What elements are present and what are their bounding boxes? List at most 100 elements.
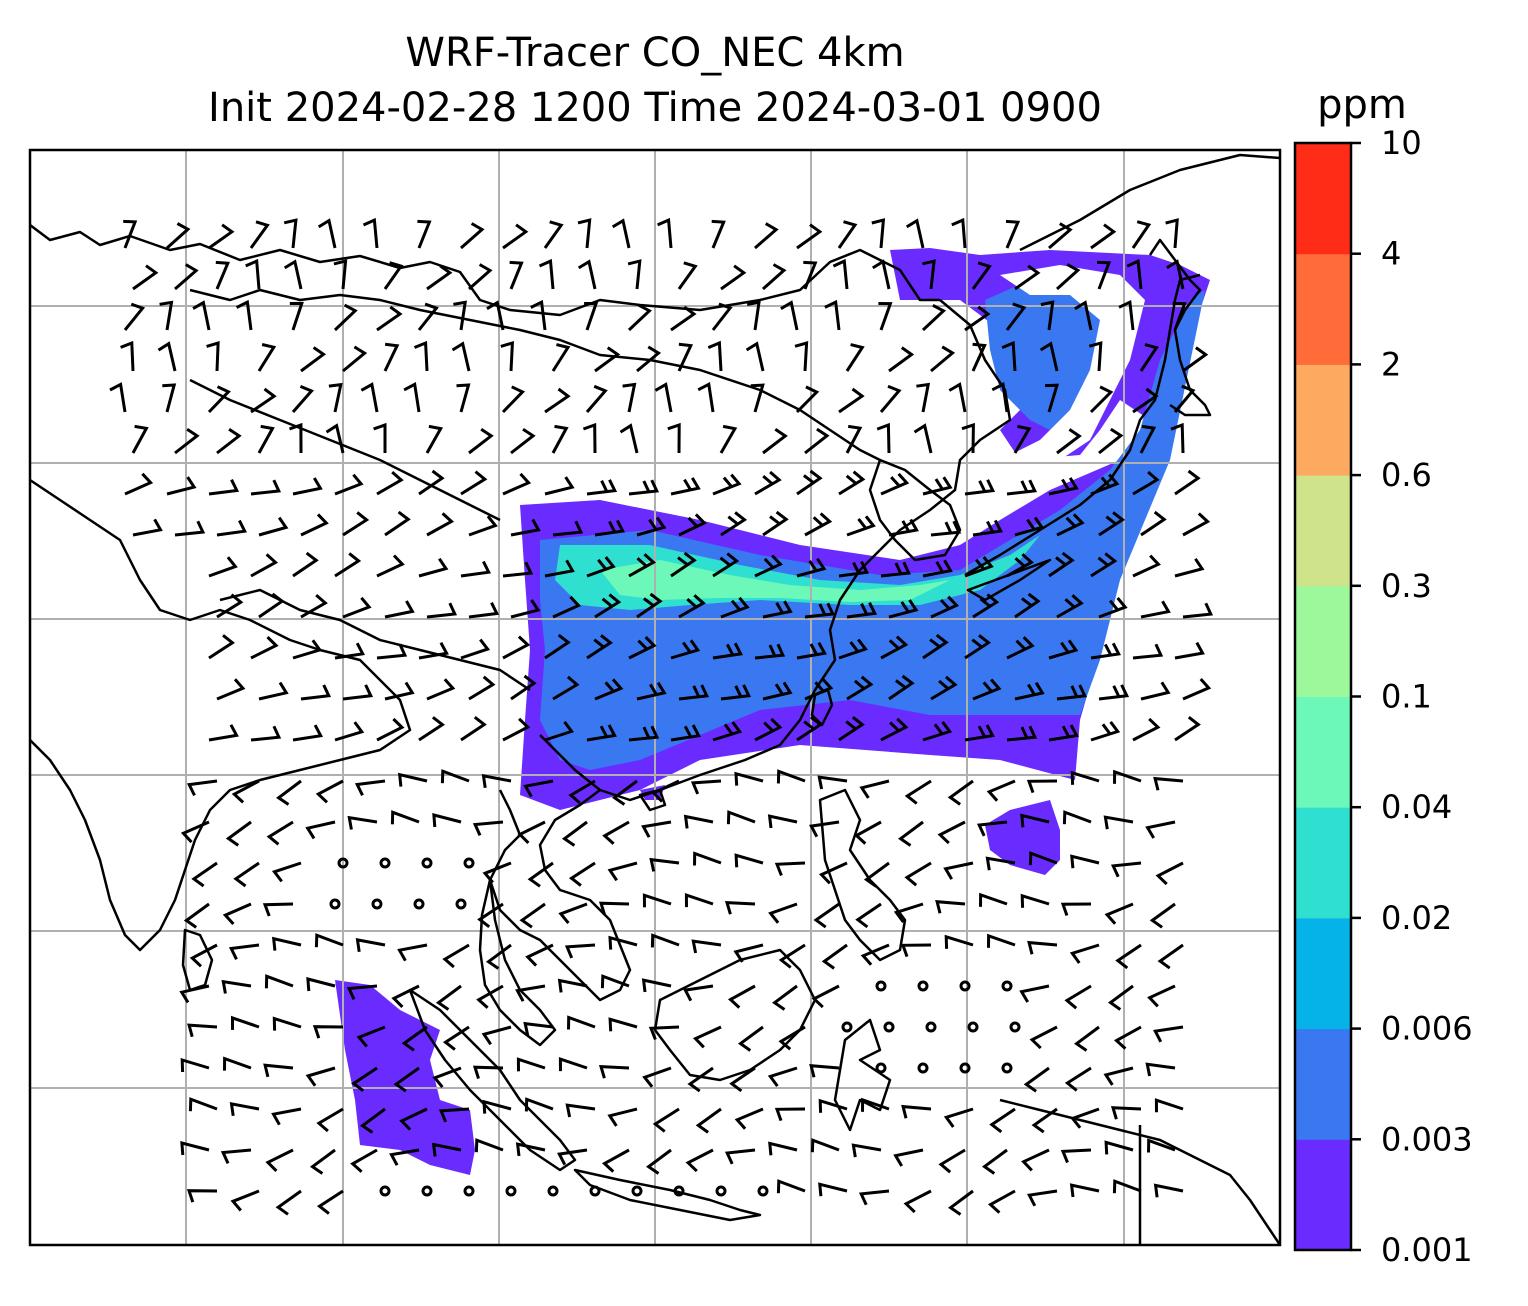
wind-barb bbox=[804, 512, 833, 537]
wind-barb bbox=[1173, 384, 1196, 413]
wind-barb bbox=[860, 943, 890, 966]
colorbar-segment bbox=[1295, 1139, 1351, 1251]
wind-barb bbox=[678, 684, 710, 701]
wind-barb bbox=[1140, 510, 1167, 537]
calm-wind-marker bbox=[1001, 980, 1013, 992]
wind-barb bbox=[360, 382, 379, 413]
colorbar-unit-label: ppm bbox=[1317, 82, 1407, 128]
wind-barb bbox=[516, 1057, 546, 1072]
calm-wind-marker bbox=[757, 1185, 769, 1197]
wind-barb bbox=[601, 1148, 630, 1173]
wind-barb bbox=[943, 861, 974, 880]
wind-barb bbox=[216, 519, 247, 537]
wind-barb bbox=[586, 634, 613, 660]
wind-barb bbox=[264, 974, 294, 989]
wind-barb bbox=[1098, 511, 1126, 537]
coastline-new-guinea bbox=[999, 1098, 1280, 1245]
wind-barb bbox=[611, 218, 631, 249]
wind-barb bbox=[502, 223, 529, 250]
colorbar-segment bbox=[1295, 364, 1351, 476]
wind-barb bbox=[1014, 592, 1041, 619]
wind-barb bbox=[552, 520, 584, 537]
wind-barb bbox=[228, 943, 260, 960]
wind-barb bbox=[460, 470, 488, 496]
wind-barb bbox=[628, 479, 660, 496]
wind-barb bbox=[1056, 684, 1088, 701]
wind-barb bbox=[1090, 473, 1120, 496]
wind-barb bbox=[1182, 602, 1214, 619]
wind-barb bbox=[838, 560, 870, 578]
wind-barb bbox=[1006, 479, 1038, 496]
wind-barb bbox=[762, 600, 793, 619]
wind-barb bbox=[257, 343, 277, 372]
wind-barb bbox=[384, 600, 415, 619]
wind-barb bbox=[657, 217, 673, 249]
plume-clear-swirl bbox=[1000, 265, 1145, 470]
wind-barb bbox=[1045, 383, 1060, 413]
wind-barb bbox=[1104, 902, 1134, 925]
wind-barb bbox=[648, 1025, 680, 1041]
wind-barb bbox=[1060, 1148, 1092, 1164]
wind-barb bbox=[186, 779, 218, 797]
wind-barb bbox=[257, 424, 275, 454]
wind-barb bbox=[880, 472, 910, 496]
wind-barb bbox=[124, 472, 154, 496]
wind-barb bbox=[120, 340, 135, 372]
wind-barb bbox=[670, 551, 697, 578]
wind-barb bbox=[292, 639, 323, 660]
wind-barb bbox=[888, 599, 919, 619]
wind-barb bbox=[315, 779, 344, 804]
wind-barb bbox=[551, 343, 571, 372]
wind-barb bbox=[837, 220, 858, 249]
wind-barb bbox=[778, 1025, 806, 1051]
wind-barb bbox=[888, 346, 915, 373]
wind-barb bbox=[1110, 1106, 1142, 1120]
wind-barb bbox=[979, 892, 1008, 907]
wind-barb bbox=[838, 638, 868, 660]
wind-barb bbox=[317, 218, 337, 249]
wind-barb bbox=[642, 893, 672, 908]
wind-barb bbox=[417, 302, 439, 331]
wind-barb bbox=[165, 222, 191, 250]
coastline-okhotsk bbox=[879, 299, 1012, 551]
wind-barb bbox=[426, 264, 453, 291]
wind-barb bbox=[250, 553, 279, 578]
wind-barb bbox=[986, 779, 1016, 802]
colorbar-tick-label: 0.001 bbox=[1381, 1231, 1473, 1269]
wind-barb bbox=[1149, 902, 1176, 929]
wind-barb bbox=[804, 427, 830, 455]
wind-barb bbox=[334, 642, 365, 660]
wind-barb bbox=[1139, 424, 1157, 454]
wind-barb bbox=[832, 258, 849, 290]
wind-barb bbox=[1014, 516, 1045, 537]
wind-barb bbox=[482, 1099, 512, 1114]
wind-barb bbox=[1062, 810, 1092, 825]
calm-wind-marker bbox=[917, 980, 929, 992]
wind-barb bbox=[230, 1189, 260, 1212]
wind-barb bbox=[552, 595, 582, 619]
wind-barb bbox=[991, 382, 1009, 413]
calm-wind-marker bbox=[841, 1021, 853, 1033]
wind-barb bbox=[316, 1189, 344, 1215]
colorbar-segment bbox=[1295, 1028, 1351, 1140]
wind-barb bbox=[577, 218, 592, 249]
wind-barb bbox=[754, 222, 779, 250]
wind-barb bbox=[1040, 300, 1055, 331]
wind-barb bbox=[808, 820, 840, 838]
wind-barb bbox=[880, 635, 909, 660]
wind-barb bbox=[727, 984, 756, 1009]
wind-barb bbox=[180, 1141, 210, 1156]
wind-barb bbox=[1140, 600, 1171, 619]
colorbar-segment bbox=[1295, 143, 1351, 255]
chart-title-line-2: Init 2024-02-28 1200 Time 2024-03-01 090… bbox=[208, 85, 1102, 131]
wind-barb bbox=[774, 1107, 806, 1122]
wind-barb bbox=[191, 861, 218, 888]
wind-barb bbox=[180, 1057, 210, 1073]
border-mongolia bbox=[189, 288, 881, 462]
wind-barb bbox=[342, 345, 368, 373]
wind-barb bbox=[594, 519, 625, 537]
calm-wind-marker bbox=[379, 857, 391, 869]
wind-barb bbox=[1132, 470, 1160, 496]
colorbar-tick-label: 4 bbox=[1381, 235, 1401, 273]
colorbar-tick-label: 0.003 bbox=[1381, 1120, 1473, 1158]
